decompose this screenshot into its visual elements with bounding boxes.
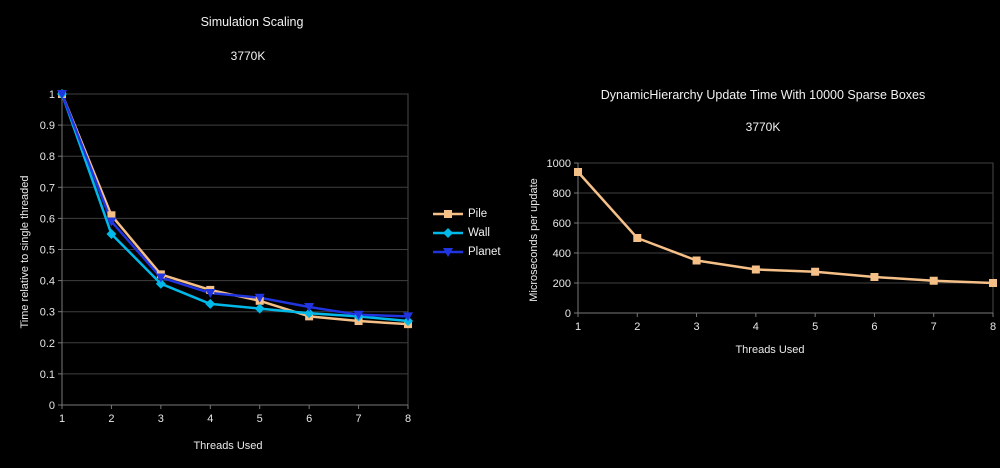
data-point-planet xyxy=(403,312,413,322)
data-point-planet xyxy=(205,289,216,299)
x-tick-label: 2 xyxy=(634,321,640,333)
y-tick-label: 800 xyxy=(553,188,571,200)
x-tick-label: 1 xyxy=(575,321,581,333)
y-tick-label: 200 xyxy=(553,278,571,290)
y-tick-label: 1 xyxy=(49,89,55,101)
series-line-pile xyxy=(577,171,994,285)
data-point-pile xyxy=(929,276,938,285)
legend-item-planet: Planet xyxy=(433,245,501,259)
data-point-wall xyxy=(106,228,117,239)
x-tick-label: 6 xyxy=(871,321,877,333)
y-tick-label: 0.5 xyxy=(40,245,55,257)
x-tick-label: 5 xyxy=(257,413,263,425)
series-line-planet xyxy=(60,93,409,318)
x-tick-label: 1 xyxy=(59,413,65,425)
y-tick-label: 0.4 xyxy=(40,276,55,288)
legend-item-pile: Pile xyxy=(433,207,501,221)
x-tick-label: 6 xyxy=(306,413,312,425)
x-tick-label: 8 xyxy=(405,413,411,425)
data-point-planet xyxy=(155,273,166,283)
data-point-pile xyxy=(633,234,642,242)
x-tick-label: 8 xyxy=(990,321,996,333)
y-tick-label: 0.1 xyxy=(40,369,55,381)
data-point-planet xyxy=(304,303,315,313)
y-tick-label: 0.6 xyxy=(40,213,55,225)
data-point-planet xyxy=(353,310,364,320)
y-tick-label: 0 xyxy=(49,400,55,412)
y-tick-label: 0.8 xyxy=(40,151,55,163)
data-point-planet xyxy=(57,90,67,99)
data-point-wall xyxy=(304,308,315,319)
y-tick-label: 400 xyxy=(553,248,571,260)
data-point-pile xyxy=(107,211,116,220)
y-tick-label: 0.2 xyxy=(40,338,55,350)
right-chart-title: DynamicHierarchy Update Time With 10000 … xyxy=(600,88,926,102)
y-tick-label: 600 xyxy=(553,218,571,230)
data-point-planet xyxy=(254,293,265,303)
y-tick-label: 1000 xyxy=(547,158,571,170)
data-point-pile xyxy=(870,273,879,281)
y-tick-label: 0.7 xyxy=(40,182,55,194)
diamond-marker-icon xyxy=(433,228,463,238)
x-tick-label: 7 xyxy=(356,413,362,425)
x-tick-label: 3 xyxy=(158,413,164,425)
triangle-down-marker-icon xyxy=(433,248,463,257)
data-point-pile xyxy=(811,267,820,276)
x-tick-label: 7 xyxy=(931,321,937,333)
left-chart-title: Simulation Scaling xyxy=(200,15,304,29)
legend-label: Pile xyxy=(468,208,488,220)
left-chart-x-axis-label: Threads Used xyxy=(193,440,263,452)
data-point-wall xyxy=(205,298,216,309)
right-chart-x-axis-label: Threads Used xyxy=(735,344,805,356)
x-tick-label: 4 xyxy=(207,413,213,425)
right-chart-y-axis-label: Microseconds per update xyxy=(528,178,540,302)
y-tick-label: 0 xyxy=(565,308,571,320)
square-marker-icon xyxy=(433,210,463,218)
data-point-planet xyxy=(106,217,117,227)
y-tick-label: 0.9 xyxy=(40,120,55,132)
left-chart-legend: Pile Wall Planet xyxy=(433,207,501,259)
data-point-wall xyxy=(155,278,166,289)
data-point-pile xyxy=(692,256,701,265)
x-tick-label: 4 xyxy=(753,321,759,333)
x-tick-label: 2 xyxy=(108,413,114,425)
series-line-wall xyxy=(60,93,409,323)
x-tick-label: 5 xyxy=(812,321,818,333)
right-chart-subtitle: 3770K xyxy=(745,120,781,134)
legend-item-wall: Wall xyxy=(433,226,501,240)
y-tick-label: 0.3 xyxy=(40,307,55,319)
x-tick-label: 3 xyxy=(694,321,700,333)
data-point-pile xyxy=(989,279,997,287)
left-chart-y-axis-label: Time relative to single threaded xyxy=(19,175,31,329)
data-point-pile xyxy=(574,168,582,176)
legend-label: Planet xyxy=(468,246,501,258)
data-point-pile xyxy=(751,265,760,274)
left-chart-subtitle: 3770K xyxy=(230,49,266,63)
data-point-wall xyxy=(254,303,265,314)
legend-label: Wall xyxy=(468,227,490,239)
series-line-pile xyxy=(60,93,409,326)
